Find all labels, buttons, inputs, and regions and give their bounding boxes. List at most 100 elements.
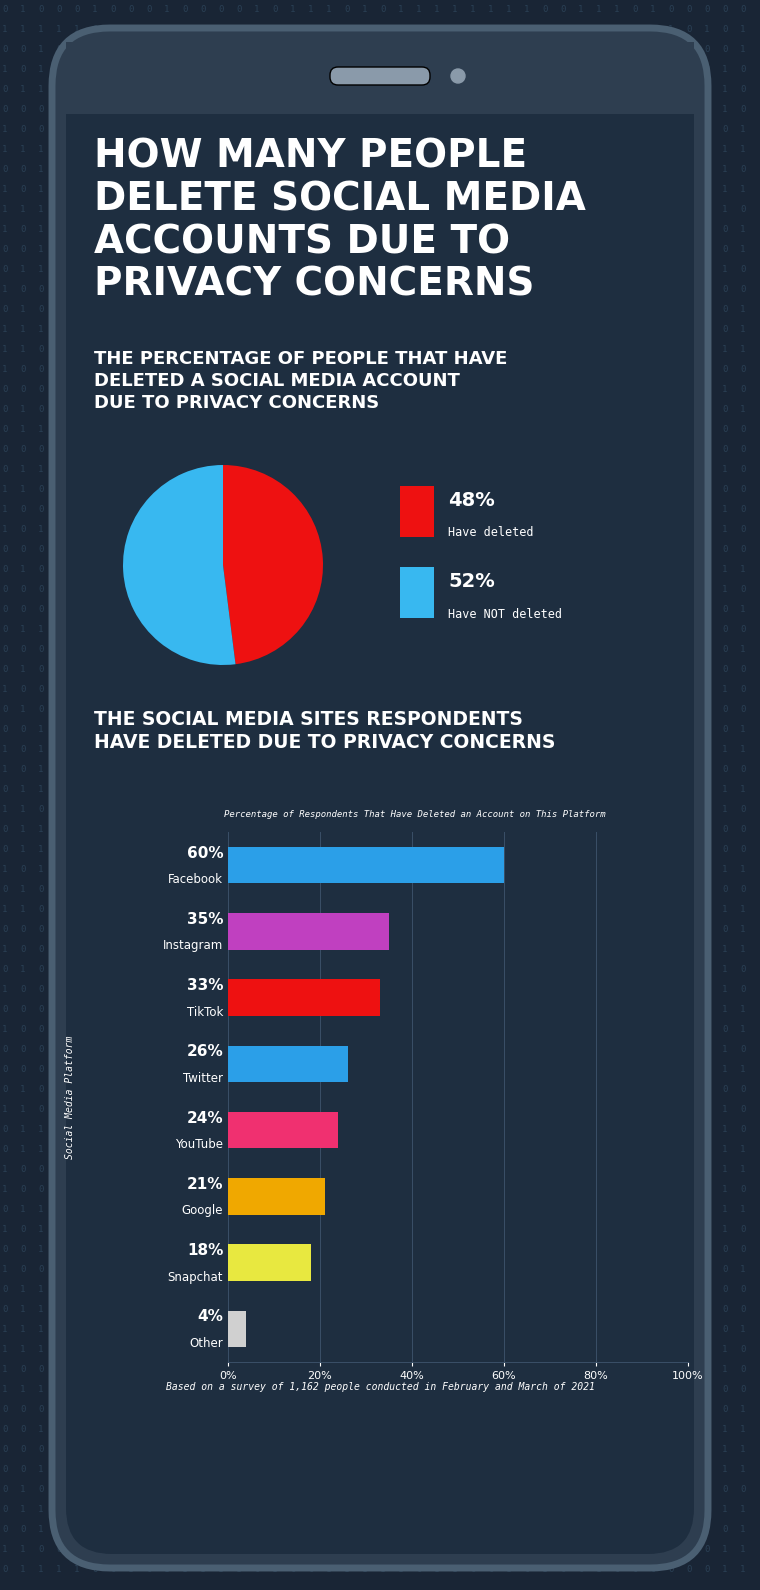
Text: 0: 0: [38, 1065, 43, 1075]
Text: 0: 0: [128, 1506, 134, 1515]
Text: 0: 0: [452, 25, 458, 35]
Text: 1: 1: [128, 86, 134, 94]
Text: 0: 0: [668, 545, 673, 555]
Text: 1: 1: [434, 205, 440, 215]
Text: 1: 1: [21, 25, 26, 35]
Text: 1: 1: [236, 205, 242, 215]
Text: 1: 1: [21, 1326, 26, 1334]
Text: 1: 1: [506, 1445, 511, 1455]
Text: 1: 1: [380, 126, 385, 135]
Text: 1: 1: [201, 1245, 206, 1255]
Text: 0: 0: [92, 1326, 98, 1334]
Text: 0: 0: [74, 286, 80, 294]
Text: 1: 1: [614, 405, 619, 415]
Text: 0: 0: [524, 986, 530, 994]
Text: 1: 1: [506, 685, 511, 695]
Text: 0: 0: [74, 725, 80, 735]
Text: 1: 1: [56, 1205, 62, 1215]
Text: 1: 1: [668, 1445, 673, 1455]
Text: 0: 0: [506, 725, 511, 735]
Text: 0: 0: [38, 1186, 43, 1194]
Text: 1: 1: [128, 585, 134, 595]
Text: 0: 0: [255, 1165, 260, 1175]
Text: 1: 1: [740, 566, 746, 574]
Text: 1: 1: [363, 606, 368, 614]
Text: 0: 0: [560, 126, 565, 135]
Text: 1: 1: [524, 445, 530, 455]
Text: 1: 1: [309, 1326, 314, 1334]
Text: 0: 0: [236, 666, 242, 674]
Text: 0: 0: [201, 1506, 206, 1515]
Text: 0: 0: [2, 1245, 8, 1255]
Text: 1: 1: [668, 585, 673, 595]
Text: 24%: 24%: [186, 1111, 223, 1126]
Text: 0: 0: [56, 86, 62, 94]
Text: 1: 1: [597, 485, 602, 494]
Text: 0: 0: [290, 606, 296, 614]
Text: 1: 1: [489, 105, 494, 114]
Text: 0: 0: [524, 1266, 530, 1275]
Text: 0: 0: [722, 1266, 727, 1275]
Text: 1: 1: [290, 765, 296, 774]
Text: 0: 0: [578, 765, 584, 774]
Text: 0: 0: [218, 86, 223, 94]
Text: 0: 0: [255, 405, 260, 415]
Text: 0: 0: [56, 405, 62, 415]
Text: 0: 0: [632, 825, 638, 835]
Text: 1: 1: [380, 326, 385, 334]
Text: 0: 0: [614, 1105, 619, 1115]
Text: 0: 0: [740, 165, 746, 175]
Text: 0: 0: [128, 1466, 134, 1474]
Text: 1: 1: [452, 1525, 458, 1534]
Text: 0: 0: [434, 1545, 440, 1555]
Text: 1: 1: [470, 886, 476, 895]
Text: 1: 1: [201, 25, 206, 35]
Text: 1: 1: [632, 366, 638, 375]
Text: 1: 1: [164, 405, 169, 415]
Text: 1: 1: [560, 1226, 565, 1234]
Text: 1: 1: [524, 86, 530, 94]
Text: 1: 1: [92, 1305, 98, 1315]
Text: 1: 1: [722, 1105, 727, 1115]
Text: 0: 0: [110, 1406, 116, 1415]
Text: 1: 1: [326, 245, 331, 254]
Text: 0: 0: [182, 965, 188, 975]
Text: 1: 1: [543, 746, 548, 755]
Text: 1: 1: [452, 245, 458, 254]
Text: 0: 0: [272, 646, 277, 655]
Text: 0: 0: [524, 366, 530, 375]
Text: 0: 0: [309, 806, 314, 814]
Text: 0: 0: [110, 1186, 116, 1194]
Text: 1: 1: [740, 1005, 746, 1014]
Text: 1: 1: [686, 905, 692, 914]
Text: 0: 0: [705, 925, 710, 935]
Text: 0: 0: [722, 286, 727, 294]
Text: 1: 1: [560, 1266, 565, 1275]
Text: 0: 0: [686, 466, 692, 474]
Text: 0: 0: [651, 385, 656, 394]
Text: 1: 1: [470, 606, 476, 614]
Text: 1: 1: [128, 1305, 134, 1315]
Text: 0: 0: [722, 825, 727, 835]
Text: 0: 0: [344, 1406, 350, 1415]
Text: 0: 0: [164, 1445, 169, 1455]
Text: 0: 0: [686, 426, 692, 434]
Text: 0: 0: [363, 625, 368, 634]
Text: 1: 1: [560, 1366, 565, 1374]
Text: 0: 0: [452, 405, 458, 415]
Text: 0: 0: [452, 266, 458, 275]
Text: 1: 1: [380, 86, 385, 94]
Text: 1: 1: [597, 305, 602, 315]
Text: 0: 0: [686, 485, 692, 494]
Text: 0: 0: [470, 1525, 476, 1534]
Text: 1: 1: [686, 266, 692, 275]
Text: 0: 0: [92, 746, 98, 755]
Text: 1: 1: [632, 1506, 638, 1515]
Text: 0: 0: [578, 485, 584, 494]
Text: 1: 1: [344, 1485, 350, 1495]
Text: 0: 0: [452, 1366, 458, 1374]
Text: 1: 1: [578, 426, 584, 434]
Text: 1: 1: [506, 925, 511, 935]
Text: 0: 0: [363, 1086, 368, 1094]
Text: 0: 0: [578, 186, 584, 194]
